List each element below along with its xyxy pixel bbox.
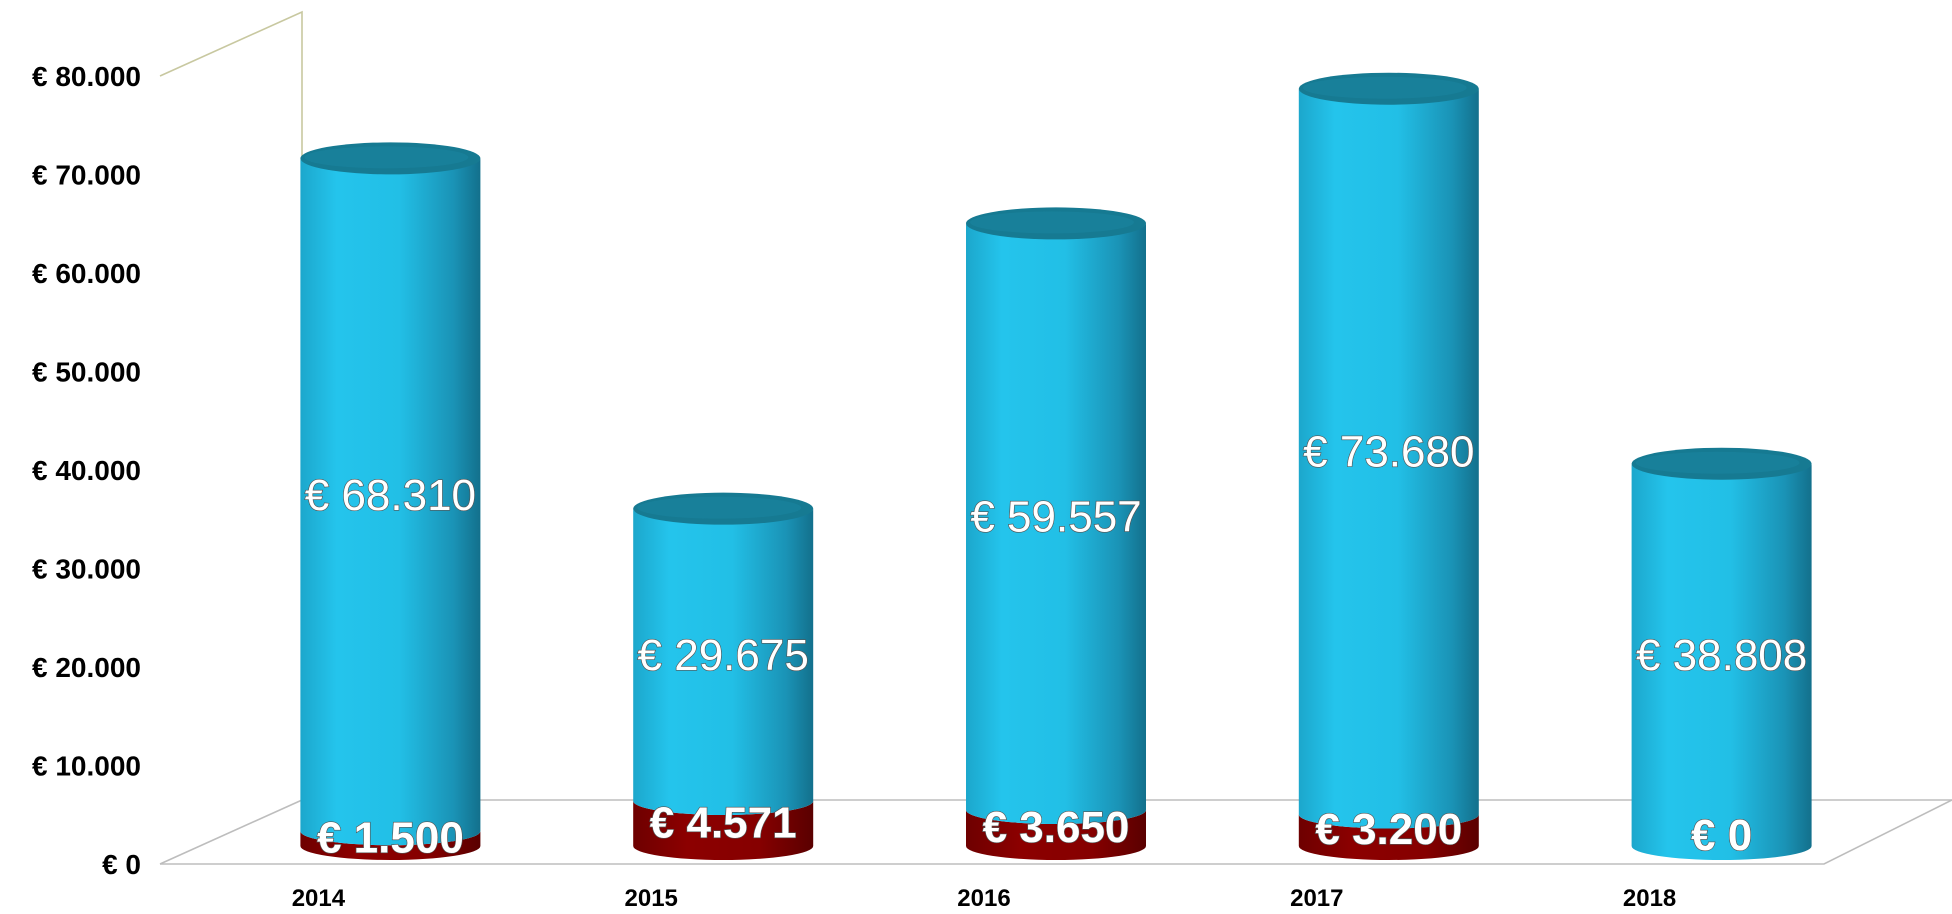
data-label-series-1: € 1.500 bbox=[317, 814, 464, 863]
bar-segment-series-1 bbox=[966, 810, 1146, 860]
bar-top-cap-shade bbox=[1302, 76, 1467, 99]
data-labels: € 68.310 € 1.500 € 29.675 € 4.571 € 59.557 € … bbox=[304, 427, 1808, 863]
bar-2016 bbox=[966, 207, 1146, 860]
bar-segment-series-2 bbox=[633, 508, 814, 815]
y-tick-label: € 70.000 bbox=[32, 160, 141, 191]
bar-2014 bbox=[300, 142, 481, 860]
data-label-series-2: € 38.808 bbox=[1636, 631, 1807, 680]
bar-top-cap-shade bbox=[304, 146, 469, 169]
data-label-series-2: € 59.557 bbox=[970, 493, 1141, 542]
data-label-series-1: € 3.650 bbox=[983, 803, 1130, 852]
back-wall-edge bbox=[159, 10, 303, 800]
y-tick-label: € 40.000 bbox=[32, 455, 141, 486]
data-label-series-1: € 0 bbox=[1691, 811, 1752, 860]
bar-2015 bbox=[633, 492, 814, 860]
y-tick-label: € 60.000 bbox=[32, 258, 141, 289]
floor-front-edge bbox=[160, 799, 1952, 865]
bar-2017 bbox=[1298, 72, 1479, 860]
y-tick-label: € 80.000 bbox=[32, 61, 141, 92]
y-tick-label: € 20.000 bbox=[32, 652, 141, 683]
x-tick-label: 2018 bbox=[1623, 885, 1676, 912]
bar-segment-series-2 bbox=[1631, 463, 1812, 860]
y-axis: € 0 € 10.000 € 20.000 € 30.000 € 40.000 € 50.… bbox=[32, 61, 141, 880]
bar-top-cap-shade bbox=[1635, 451, 1800, 474]
bar-top-cap-shade bbox=[637, 496, 802, 519]
data-label-series-2: € 68.310 bbox=[305, 471, 476, 520]
x-tick-label: 2017 bbox=[1290, 885, 1343, 912]
x-tick-label: 2014 bbox=[292, 885, 346, 912]
bar-segment-series-2 bbox=[1298, 88, 1479, 829]
bar-2018 bbox=[1631, 447, 1812, 860]
y-tick-label: € 30.000 bbox=[32, 554, 141, 585]
bar-segment-series-2 bbox=[300, 158, 481, 846]
y-tick-label: € 0 bbox=[102, 849, 141, 880]
data-label-series-2: € 29.675 bbox=[638, 631, 809, 680]
bar-segment-series-1 bbox=[633, 800, 814, 860]
bar-segment-series-1 bbox=[1298, 814, 1479, 860]
bar-segment-series-1 bbox=[300, 831, 481, 860]
x-tick-label: 2015 bbox=[625, 885, 678, 912]
bar-top-cap-shade bbox=[970, 211, 1134, 234]
bars bbox=[300, 72, 1812, 860]
y-tick-label: € 50.000 bbox=[32, 357, 141, 388]
y-tick-label: € 10.000 bbox=[32, 751, 141, 782]
x-tick-label: 2016 bbox=[957, 885, 1010, 912]
data-label-series-2: € 73.680 bbox=[1303, 428, 1474, 477]
data-label-series-1: € 4.571 bbox=[650, 798, 797, 847]
bar-segment-series-2 bbox=[966, 223, 1146, 825]
floor-left-edge bbox=[159, 799, 303, 865]
data-label-series-1: € 3.200 bbox=[1315, 805, 1462, 854]
x-axis: 2014 2015 2016 2017 2018 bbox=[292, 885, 1677, 912]
